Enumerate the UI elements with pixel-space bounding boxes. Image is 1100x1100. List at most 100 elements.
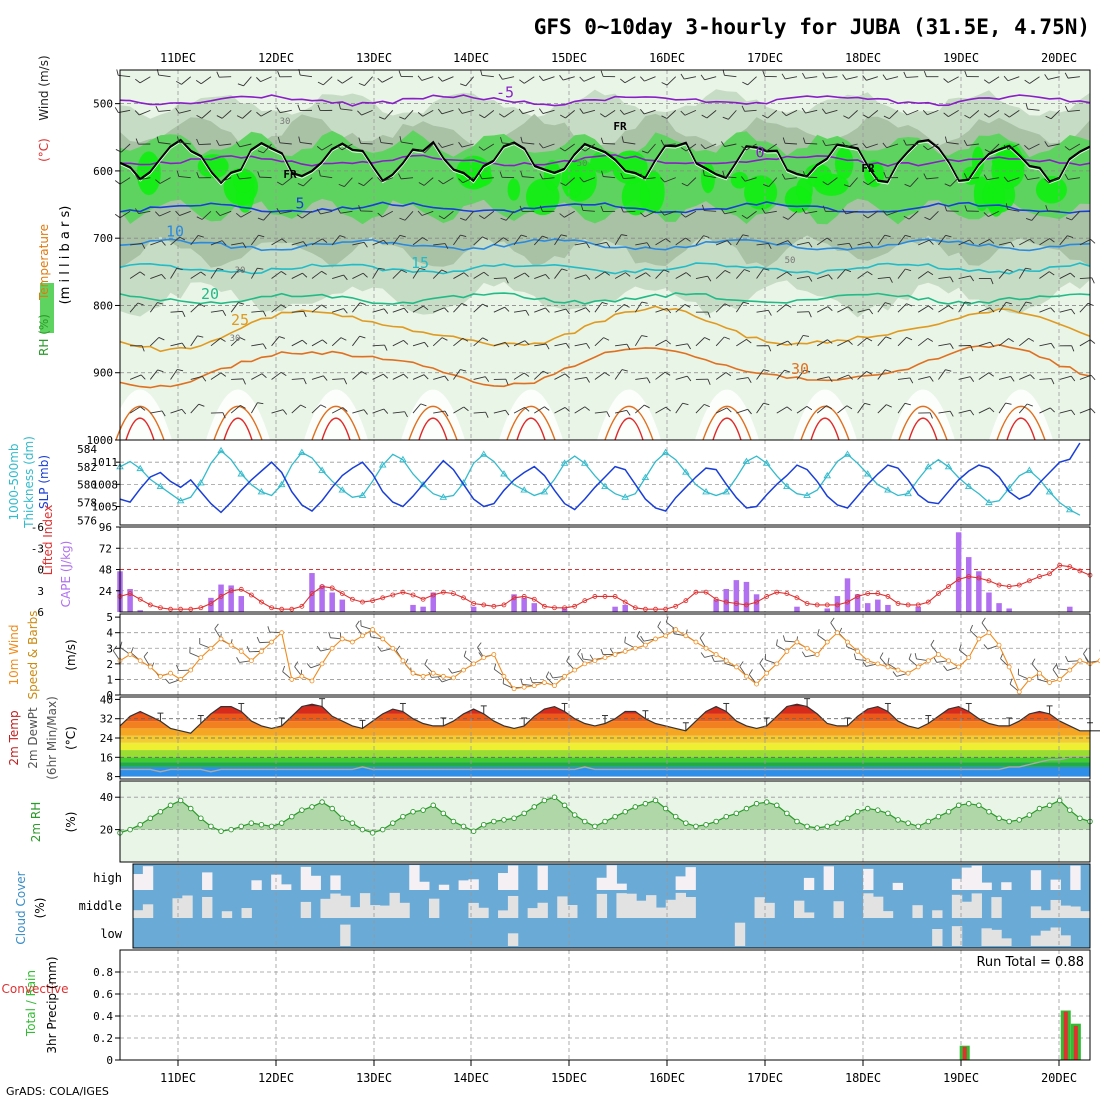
upper-wind-barb-29-8 xyxy=(412,341,429,348)
upper-wind-barb-81-5 xyxy=(938,234,952,246)
cloud-cell-2-86 xyxy=(981,928,992,946)
wind10m-barb-32-flag xyxy=(428,671,432,678)
wind10m-point-68 xyxy=(804,645,810,651)
upper-wind-barb-43-1 xyxy=(539,108,555,114)
cape-bar-11 xyxy=(228,585,234,612)
upper-wind-barb-13-7 xyxy=(251,310,267,317)
upper-wind-barb-77-1-shaft xyxy=(889,110,899,119)
wind10m-point-59 xyxy=(713,652,719,657)
upper-wind-barb-13-9 xyxy=(251,373,267,380)
wind10m-barb-47-flag xyxy=(581,653,584,660)
upper-wind-barb-91-5 xyxy=(1039,238,1055,246)
upper-wind-barb-25-3 xyxy=(358,177,373,187)
upper-wind-barb-13-0-shaft xyxy=(243,76,252,87)
upper-wind-barb-33-2-flag xyxy=(437,142,443,148)
wind10m-point-69 xyxy=(814,652,820,657)
upper-wind-barb-61-3-shaft xyxy=(724,176,737,179)
upper-wind-barb-61-1-flag xyxy=(722,116,729,120)
rh2m-point-45 xyxy=(571,812,578,818)
upper-wind-barb-85-2-shaft xyxy=(966,143,979,146)
upper-wind-barb-87-9-flag xyxy=(1010,376,1015,382)
cape-bar-22 xyxy=(339,599,346,612)
wind10m-point-6 xyxy=(178,677,184,682)
upper-wind-barb-77-2 xyxy=(882,142,899,149)
upper-wind-barb-17-1-flag xyxy=(276,107,281,113)
temp-color-bands xyxy=(120,704,1090,777)
upper-wind-barb-9-8-flag xyxy=(220,337,226,342)
upper-wind-barb-63-3 xyxy=(741,176,757,182)
lifted-index-point-17 xyxy=(289,606,295,612)
upper-wind-barb-47-0-flag xyxy=(579,76,585,82)
upper-wind-barb-29-2 xyxy=(399,136,414,145)
upper-wind-barb-43-2-flag xyxy=(538,143,544,149)
upper-wind-barb-57-1-shaft xyxy=(684,109,697,116)
upper-wind-barb-27-10-flag xyxy=(404,411,408,418)
upper-wind-barb-43-4-flag xyxy=(539,205,543,212)
upper-wind-barb-87-9-shaft xyxy=(998,376,1011,380)
wind10m-y-tick-label-0: 0 xyxy=(106,689,113,702)
thickness-point-74 xyxy=(863,470,872,477)
upper-wind-barb-69-0 xyxy=(802,72,818,79)
upper-wind-barb-23-1-flag xyxy=(338,103,341,110)
cloud-cell-1-50 xyxy=(626,893,637,918)
cape-bar-49 xyxy=(612,606,618,612)
upper-wind-barb-49-2-flag xyxy=(600,137,604,144)
wind10m-barb-2 xyxy=(130,647,141,662)
upper-wind-barb-69-5-flag xyxy=(826,237,833,242)
upper-wind-barb-71-5-shaft xyxy=(837,242,850,246)
rh-moist-blob-14 xyxy=(543,160,561,191)
lifted-index-point-7 xyxy=(188,606,194,612)
upper-wind-barb-55-8-shaft xyxy=(675,343,688,347)
upper-wind-barb-57-2-flag xyxy=(680,147,687,152)
upper-wind-barb-79-0-flag xyxy=(903,71,907,78)
upper-wind-barb-67-9-shaft xyxy=(796,369,805,380)
upper-wind-barb-23-0-shaft xyxy=(342,76,353,84)
upper-wind-barb-63-9-flag xyxy=(763,369,770,372)
wind10m-barb-80-flag xyxy=(914,653,917,660)
upper-wind-barb-61-0-shaft xyxy=(724,74,737,78)
wind10m-barb-79 xyxy=(908,653,919,668)
upper-wind-barb-69-2 xyxy=(802,137,818,145)
upper-wind-barb-59-10-flag xyxy=(726,407,732,413)
upper-wind-barb-17-2 xyxy=(277,136,292,145)
cloud-level-low: low xyxy=(100,927,122,941)
upper-wind-barb-49-3-shaft xyxy=(603,176,616,179)
wind10m-point-3 xyxy=(147,664,153,670)
cape-bar-83 xyxy=(955,532,962,612)
upper-wind-barb-93-3-flag xyxy=(1044,178,1050,184)
upper-air-ylabel-1: Temperature xyxy=(37,224,51,301)
upper-wind-barb-81-5-flag xyxy=(945,234,952,238)
upper-wind-barb-87-8-shaft xyxy=(998,338,1009,347)
cloud-cell-0-0 xyxy=(133,874,144,890)
upper-wind-barb-61-5-shaft xyxy=(735,234,744,246)
upper-wind-barb-67-1-flag xyxy=(781,111,787,116)
upper-wind-barb-49-3 xyxy=(601,170,616,179)
upper-wind-barb-53-1-shaft xyxy=(643,109,656,115)
wind10m-point-5 xyxy=(168,670,173,676)
upper-wind-barb-61-2-flag xyxy=(720,141,725,147)
cloud-cell-1-71 xyxy=(833,901,844,918)
upper-wind-barb-45-4-shaft xyxy=(564,210,575,218)
cloud-cell-1-52 xyxy=(646,895,657,918)
upper-wind-barb-83-10-shaft xyxy=(958,409,971,414)
upper-wind-barb-95-3 xyxy=(1064,173,1080,180)
warm-contour-30-6 xyxy=(702,405,752,441)
upper-wind-barb-85-1-flag xyxy=(964,114,970,119)
rh2m-point-62 xyxy=(743,805,750,812)
rh2m-point-85 xyxy=(976,802,982,809)
cloud-cell-1-9 xyxy=(221,911,233,918)
wind10m-frame xyxy=(119,613,1091,696)
wind10m-point-27 xyxy=(390,645,396,651)
upper-wind-barb-75-0-flag xyxy=(862,75,867,81)
upper-wind-barb-87-1-flag xyxy=(983,113,990,118)
thickness-point-40 xyxy=(520,486,528,493)
rh2m-point-82 xyxy=(945,809,952,815)
upper-wind-barb-37-9 xyxy=(493,378,509,385)
upper-wind-barb-67-8-shaft xyxy=(796,335,804,347)
upper-wind-barb-21-8-shaft xyxy=(331,337,342,347)
temp-contour-3 xyxy=(119,238,1091,252)
wind10m-point-54 xyxy=(663,633,669,639)
upper-wind-barb-15-2 xyxy=(257,143,272,154)
upper-wind-barb-87-10-flag xyxy=(1005,402,1012,405)
upper-wind-barb-17-6-flag xyxy=(302,272,308,278)
